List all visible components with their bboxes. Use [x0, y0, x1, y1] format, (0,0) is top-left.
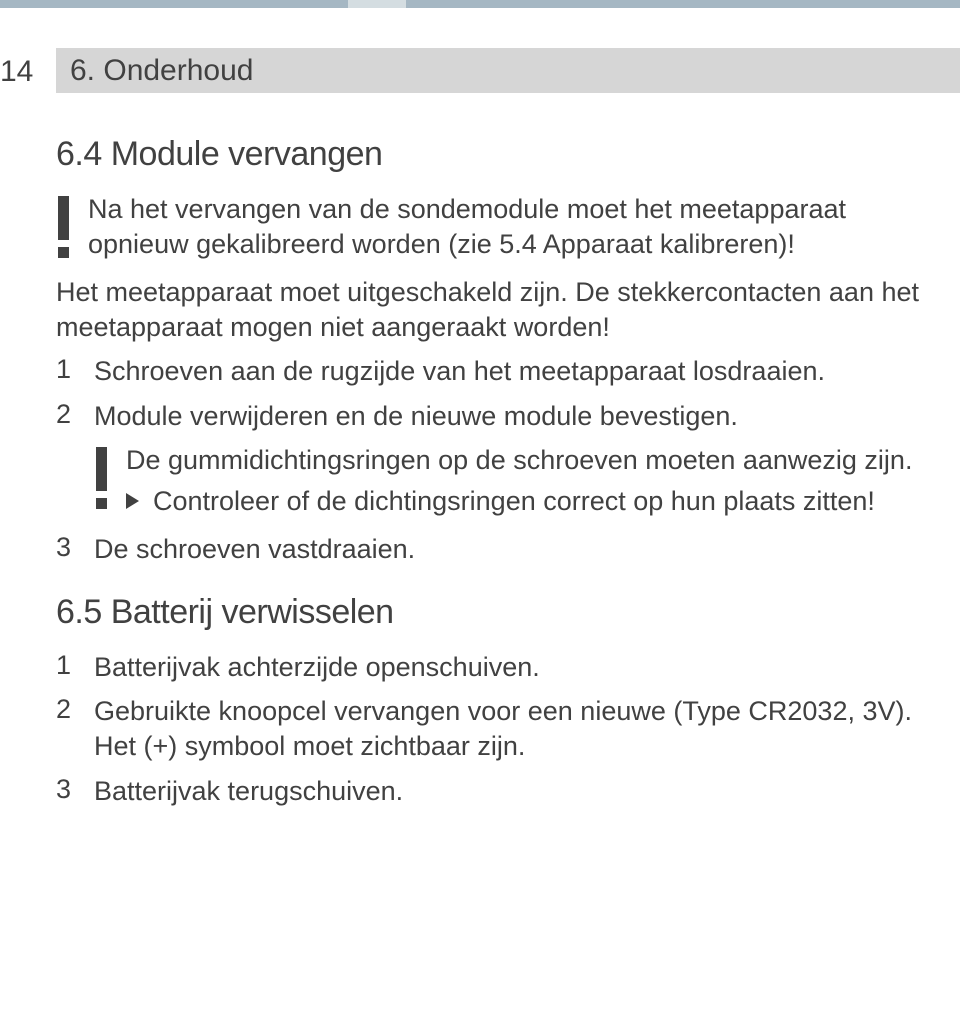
- page-number: 14: [0, 55, 33, 89]
- section-header-bar: 6. Onderhoud: [56, 48, 960, 93]
- warning-1-text: Na het vervangen van de sondemodule moet…: [88, 192, 936, 261]
- note-text: Het meetapparaat moet uitgeschakeld zijn…: [56, 275, 936, 344]
- triangle-bullet-icon: [126, 493, 139, 509]
- step-2-text: Module verwijderen en de nieuwe module b…: [94, 399, 738, 434]
- step-row: 1 Batterijvak achterzijde openschuiven.: [56, 650, 936, 685]
- step-3-text: De schroeven vastdraaien.: [94, 532, 415, 567]
- step-row: 3 De schroeven vastdraaien.: [56, 532, 936, 567]
- step-65-2-text: Gebruikte knoopcel vervangen voor een ni…: [94, 694, 936, 763]
- step-row: 2 Module verwijderen en de nieuwe module…: [56, 399, 936, 434]
- step-number: 2: [56, 694, 80, 725]
- step-number: 3: [56, 774, 80, 805]
- indented-warning-block: De gummidichtingsringen op de schroeven …: [56, 443, 936, 518]
- page-content: 6.4 Module vervangen Na het vervangen va…: [56, 135, 936, 818]
- step-row: 3 Batterijvak terugschuiven.: [56, 774, 936, 809]
- heading-6-5: 6.5 Batterij verwisselen: [56, 593, 936, 632]
- exclamation-icon: [56, 196, 70, 258]
- step-number: 3: [56, 532, 80, 563]
- step-number: 1: [56, 650, 80, 681]
- warning-2-text: De gummidichtingsringen op de schroeven …: [126, 443, 936, 478]
- heading-6-4: 6.4 Module vervangen: [56, 135, 936, 174]
- step-row: 1 Schroeven aan de rugzijde van het meet…: [56, 354, 936, 389]
- check-text: Controleer of de dichtingsringen correct…: [153, 484, 875, 519]
- step-number: 2: [56, 399, 80, 430]
- section-header-text: 6. Onderhoud: [70, 54, 253, 88]
- step-65-1-text: Batterijvak achterzijde openschuiven.: [94, 650, 540, 685]
- step-number: 1: [56, 354, 80, 385]
- check-row: Controleer of de dichtingsringen correct…: [126, 484, 936, 519]
- top-accent-band-light: [348, 0, 406, 8]
- step-65-3-text: Batterijvak terugschuiven.: [94, 774, 403, 809]
- top-accent-band: [0, 0, 960, 8]
- step-row: 2 Gebruikte knoopcel vervangen voor een …: [56, 694, 936, 763]
- warning-block-1: Na het vervangen van de sondemodule moet…: [56, 192, 936, 261]
- step-1-text: Schroeven aan de rugzijde van het meetap…: [94, 354, 825, 389]
- exclamation-icon: [94, 447, 108, 509]
